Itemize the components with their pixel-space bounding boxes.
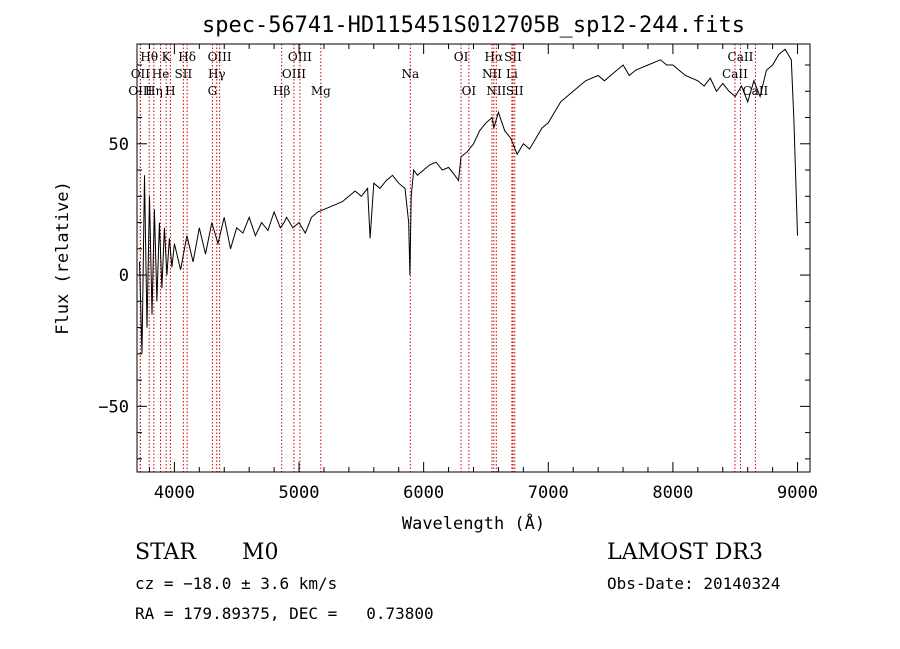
line-label-11: SII [175, 67, 193, 81]
x-tick-label-0: 4000 [154, 483, 195, 503]
line-label-26: SII [506, 84, 524, 98]
line-label-13: OIII [282, 67, 306, 81]
x-tick-label-5: 9000 [777, 483, 818, 503]
line-label-15: NII [482, 67, 502, 81]
y-tick-label-1: 0 [119, 266, 129, 286]
x-axis-label: Wavelength (Å) [402, 512, 545, 534]
line-label-16: Li [506, 67, 518, 81]
line-label-0: Hθ [140, 50, 158, 64]
line-label-9: OII [131, 67, 151, 81]
x-tick-label-4: 8000 [652, 483, 693, 503]
spectrum-line-0 [139, 48, 798, 354]
line-label-12: Hγ [208, 67, 226, 81]
line-label-17: CaII [722, 67, 748, 81]
line-label-21: G [208, 84, 218, 98]
x-tick-label-1: 5000 [279, 483, 320, 503]
chart-title: spec-56741-HD115451S012705B_sp12-244.fit… [202, 13, 745, 38]
line-label-25: NII [486, 84, 506, 98]
coordinates: RA = 179.89375, DEC = 0.73800 [135, 604, 434, 623]
line-label-10: He [152, 67, 170, 81]
line-label-22: Hβ [273, 84, 290, 98]
line-label-24: OI [462, 84, 477, 98]
redshift-velocity: cz = −18.0 ± 3.6 km/s [135, 574, 338, 593]
x-tick-label-3: 7000 [528, 483, 569, 503]
observation-date: Obs-Date: 20140324 [607, 574, 781, 593]
line-label-2: Hδ [178, 50, 196, 64]
plot-frame [136, 43, 811, 473]
y-tick-label-0: −50 [98, 397, 129, 417]
object-subclass: M0 [242, 540, 279, 565]
line-label-7: SII [504, 50, 522, 64]
line-label-20: H [165, 84, 175, 98]
line-label-14: Na [401, 67, 419, 81]
line-label-19: Hη [145, 84, 163, 98]
object-class: STAR [135, 540, 196, 565]
line-label-3: OIII [208, 50, 232, 64]
line-label-4: OIII [288, 50, 312, 64]
line-label-8: CaII [728, 50, 754, 64]
line-label-1: K [162, 50, 172, 64]
y-tick-label-2: 50 [109, 135, 129, 155]
line-label-6: Hα [485, 50, 504, 64]
survey-name: LAMOST DR3 [607, 540, 763, 565]
line-label-23: Mg [311, 84, 331, 98]
x-tick-label-2: 6000 [403, 483, 444, 503]
line-label-5: OI [454, 50, 469, 64]
y-axis-label: Flux (relative) [53, 181, 73, 335]
